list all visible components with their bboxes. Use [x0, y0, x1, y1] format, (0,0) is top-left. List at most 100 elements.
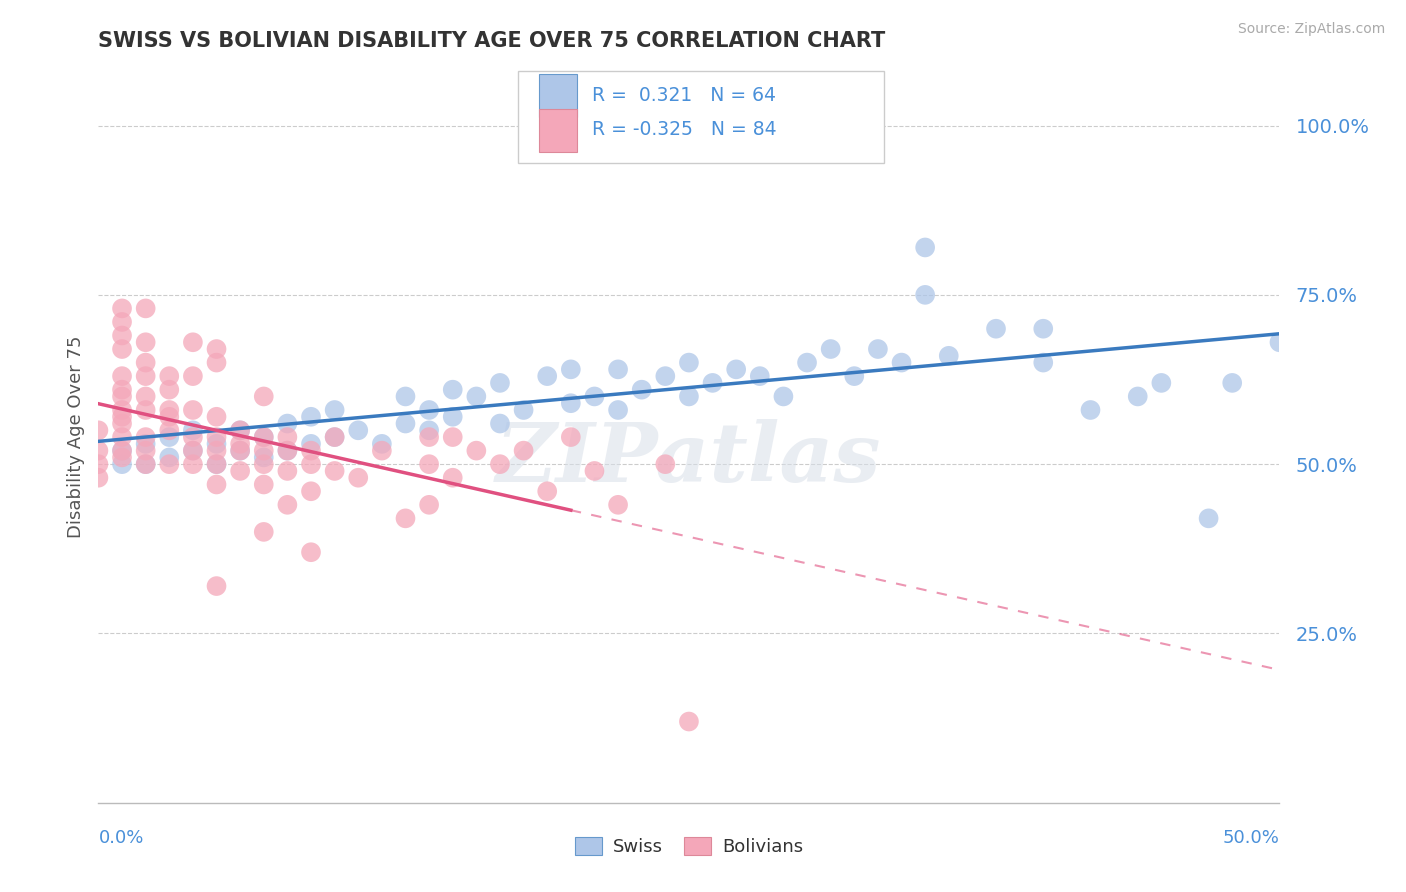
Point — [394, 417, 416, 431]
Point — [1198, 511, 1220, 525]
Text: R =  0.321   N = 64: R = 0.321 N = 64 — [592, 86, 776, 105]
Point — [111, 389, 134, 403]
Point — [181, 335, 204, 350]
FancyBboxPatch shape — [517, 71, 884, 162]
Text: SWISS VS BOLIVIAN DISABILITY AGE OVER 75 CORRELATION CHART: SWISS VS BOLIVIAN DISABILITY AGE OVER 75… — [98, 31, 886, 51]
Point — [1032, 355, 1054, 369]
Point — [181, 443, 204, 458]
Point — [157, 383, 180, 397]
Point — [607, 498, 630, 512]
Point — [111, 315, 134, 329]
Point — [441, 430, 464, 444]
Point — [181, 430, 204, 444]
Point — [796, 355, 818, 369]
Point — [111, 409, 134, 424]
Point — [844, 369, 866, 384]
Point — [512, 403, 534, 417]
Point — [607, 403, 630, 417]
Point — [536, 369, 558, 384]
Point — [678, 714, 700, 729]
Point — [820, 342, 842, 356]
FancyBboxPatch shape — [538, 73, 576, 117]
Point — [583, 464, 606, 478]
Point — [181, 443, 204, 458]
Point — [441, 383, 464, 397]
Point — [181, 457, 204, 471]
Point — [135, 301, 157, 316]
Point — [394, 389, 416, 403]
Point — [630, 383, 652, 397]
Point — [1150, 376, 1173, 390]
Point — [418, 498, 440, 512]
Point — [111, 450, 134, 465]
Text: 0.0%: 0.0% — [98, 829, 143, 847]
Point — [205, 457, 228, 471]
Point — [205, 477, 228, 491]
Point — [1220, 376, 1243, 390]
Point — [181, 403, 204, 417]
Point — [205, 430, 228, 444]
Point — [135, 457, 157, 471]
Point — [678, 389, 700, 403]
Point — [111, 301, 134, 316]
Point — [135, 437, 157, 451]
Point — [205, 443, 228, 458]
Point — [441, 471, 464, 485]
FancyBboxPatch shape — [538, 109, 576, 152]
Point — [489, 457, 512, 471]
Point — [111, 369, 134, 384]
Legend: Swiss, Bolivians: Swiss, Bolivians — [568, 830, 810, 863]
Point — [489, 417, 512, 431]
Point — [135, 335, 157, 350]
Point — [276, 443, 298, 458]
Point — [323, 464, 346, 478]
Point — [323, 430, 346, 444]
Point — [111, 403, 134, 417]
Point — [87, 443, 110, 458]
Point — [299, 457, 322, 471]
Point — [205, 355, 228, 369]
Point — [205, 409, 228, 424]
Point — [111, 383, 134, 397]
Point — [748, 369, 770, 384]
Point — [890, 355, 912, 369]
Point — [772, 389, 794, 403]
Point — [465, 389, 488, 403]
Point — [347, 423, 370, 437]
Point — [347, 471, 370, 485]
Point — [229, 423, 252, 437]
Y-axis label: Disability Age Over 75: Disability Age Over 75 — [66, 335, 84, 539]
Point — [229, 423, 252, 437]
Point — [560, 362, 582, 376]
Point — [135, 369, 157, 384]
Point — [512, 443, 534, 458]
Point — [276, 464, 298, 478]
Point — [111, 443, 134, 458]
Point — [607, 105, 630, 120]
Point — [111, 457, 134, 471]
Point — [371, 443, 394, 458]
Point — [205, 342, 228, 356]
Point — [87, 457, 110, 471]
Text: Source: ZipAtlas.com: Source: ZipAtlas.com — [1237, 22, 1385, 37]
Point — [299, 484, 322, 499]
Point — [536, 484, 558, 499]
Point — [253, 450, 276, 465]
Point — [418, 430, 440, 444]
Point — [276, 430, 298, 444]
Point — [157, 409, 180, 424]
Text: 50.0%: 50.0% — [1223, 829, 1279, 847]
Point — [253, 430, 276, 444]
Point — [181, 423, 204, 437]
Point — [938, 349, 960, 363]
Point — [157, 457, 180, 471]
Point — [253, 389, 276, 403]
Point — [299, 409, 322, 424]
Text: R = -0.325   N = 84: R = -0.325 N = 84 — [592, 120, 776, 139]
Point — [253, 430, 276, 444]
Point — [205, 579, 228, 593]
Point — [87, 471, 110, 485]
Point — [323, 430, 346, 444]
Point — [135, 355, 157, 369]
Point — [276, 443, 298, 458]
